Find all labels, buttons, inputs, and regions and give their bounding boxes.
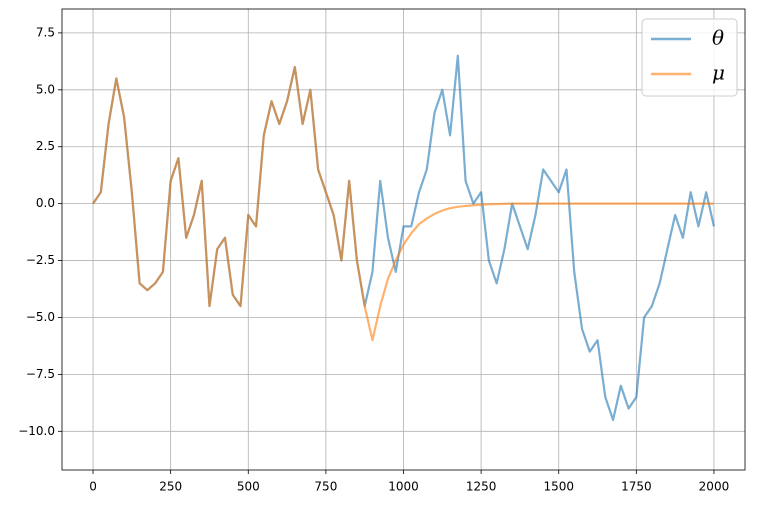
y-tick-label: −2.5 <box>26 253 55 267</box>
x-tick-label: 0 <box>89 480 97 494</box>
y-tick-label: 5.0 <box>36 82 55 96</box>
plot-frame <box>61 8 746 471</box>
x-tick-label: 1500 <box>543 480 574 494</box>
y-tick-label: 2.5 <box>36 139 55 153</box>
line-series <box>92 65 714 342</box>
y-tick-label: −7.5 <box>26 367 55 381</box>
x-tick-label: 1250 <box>466 480 497 494</box>
x-tick-label: 500 <box>237 480 260 494</box>
x-tick-label: 2000 <box>699 480 730 494</box>
x-tick-label: 1000 <box>388 480 419 494</box>
y-tick-label: 7.5 <box>36 25 55 39</box>
x-tick-label: 1750 <box>621 480 652 494</box>
y-tick-label: −5.0 <box>26 310 55 324</box>
legend-label: θ <box>712 26 724 50</box>
y-tick-label: 0.0 <box>36 196 55 210</box>
x-tick-label: 250 <box>159 480 182 494</box>
y-tick-label: −10.0 <box>18 424 55 438</box>
legend-label: μ <box>712 61 725 85</box>
x-tick-label: 750 <box>314 480 337 494</box>
